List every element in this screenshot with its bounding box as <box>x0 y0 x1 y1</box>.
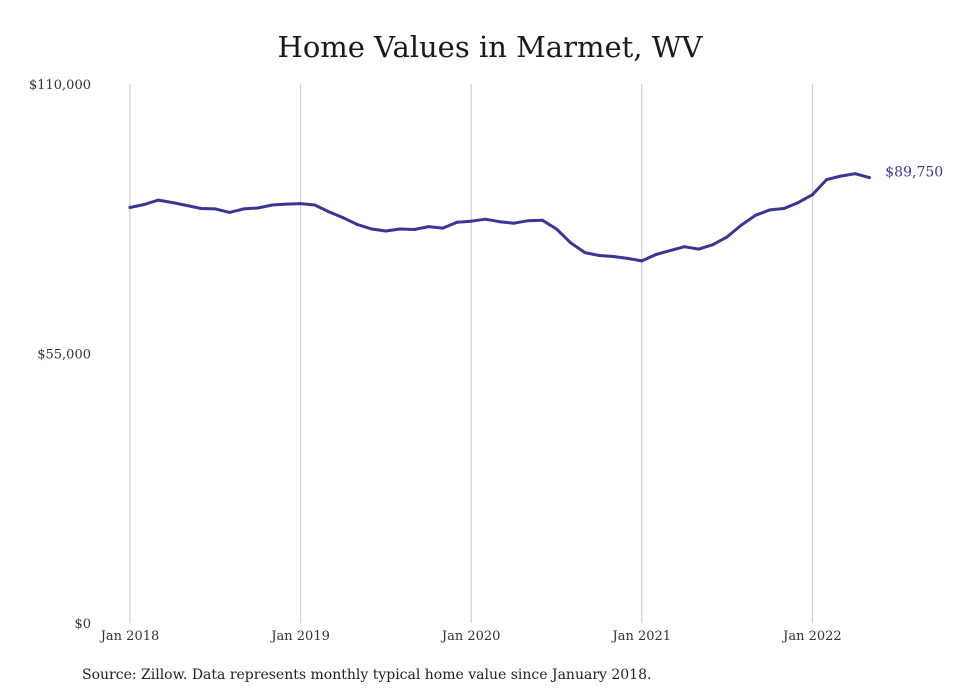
series-line <box>128 172 871 263</box>
data-point <box>739 223 743 227</box>
data-point <box>768 208 772 212</box>
data-point <box>455 220 459 224</box>
data-point <box>725 235 729 239</box>
data-point <box>199 207 203 210</box>
data-point <box>356 223 359 227</box>
data-point <box>256 206 260 210</box>
x-axis-ticks: Jan 2018 Jan 2019 Jan 2020 Jan 2021 Jan 2022 <box>99 629 842 644</box>
data-point <box>754 213 757 217</box>
data-point <box>171 201 175 205</box>
data-point <box>825 178 829 182</box>
data-point <box>142 203 146 206</box>
source-note: Source: Zillow. Data represents monthly … <box>82 667 652 683</box>
data-point <box>526 219 530 223</box>
x-tick-label: Jan 2019 <box>269 629 330 644</box>
data-point <box>384 229 388 233</box>
grid-lines <box>129 84 813 623</box>
data-point <box>583 251 587 255</box>
data-point <box>412 228 416 231</box>
data-point <box>228 210 231 214</box>
x-tick-label: Jan 2018 <box>99 629 160 644</box>
x-tick-label: Jan 2021 <box>611 629 672 644</box>
annotation-layer: $89,750 <box>885 165 943 181</box>
data-point <box>569 241 573 245</box>
data-point <box>284 202 288 206</box>
data-point <box>682 245 686 249</box>
data-point <box>654 253 658 256</box>
data-point <box>555 227 558 231</box>
series-layer <box>128 172 871 263</box>
data-point <box>370 227 374 231</box>
x-tick-label: Jan 2020 <box>440 629 501 644</box>
y-axis-ticks: $0 $55,000 $110,000 <box>29 78 91 632</box>
data-point <box>640 259 644 263</box>
y-tick-label: $0 <box>74 617 91 632</box>
data-point <box>796 201 800 205</box>
data-point <box>867 176 871 180</box>
data-point <box>313 203 317 207</box>
data-point <box>483 217 487 221</box>
data-point <box>327 210 331 214</box>
data-point <box>441 226 445 230</box>
data-point <box>156 198 160 202</box>
data-point <box>782 207 786 210</box>
data-point <box>512 221 516 225</box>
data-point <box>597 254 601 257</box>
data-point <box>498 220 502 224</box>
data-point <box>427 225 431 229</box>
data-point <box>853 172 857 176</box>
data-point <box>242 207 246 211</box>
data-point <box>810 193 814 197</box>
x-tick-label: Jan 2022 <box>781 629 842 644</box>
y-tick-label: $110,000 <box>29 78 91 93</box>
data-point <box>711 243 715 247</box>
data-point <box>299 202 303 206</box>
data-point <box>469 219 473 223</box>
data-point <box>697 247 701 251</box>
data-point <box>213 207 217 211</box>
data-point <box>611 255 615 258</box>
data-point <box>128 206 132 209</box>
y-tick-label: $55,000 <box>37 348 91 363</box>
data-point <box>398 227 402 231</box>
data-point <box>626 256 630 260</box>
data-point <box>540 218 544 222</box>
data-point <box>270 203 274 207</box>
data-point <box>341 216 345 220</box>
chart-title: Home Values in Marmet, WV <box>277 30 703 64</box>
data-point <box>839 174 843 178</box>
data-point <box>185 204 189 207</box>
data-point <box>668 249 672 253</box>
end-value-label: $89,750 <box>885 165 943 181</box>
